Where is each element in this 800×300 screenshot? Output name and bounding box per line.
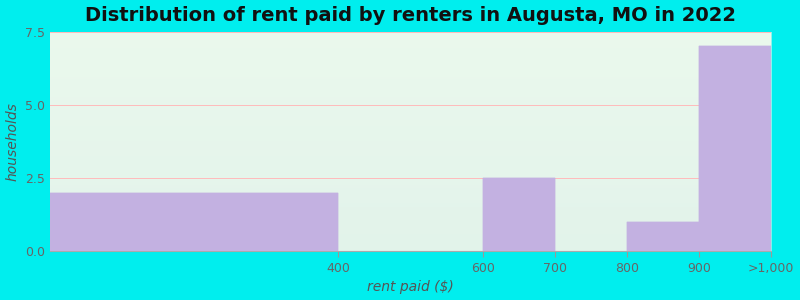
Bar xyxy=(627,222,699,251)
Bar xyxy=(699,46,771,251)
Y-axis label: households: households xyxy=(6,102,19,181)
Bar xyxy=(482,178,555,251)
Bar xyxy=(699,46,771,251)
Bar xyxy=(50,193,338,251)
Bar xyxy=(50,193,338,251)
Bar xyxy=(482,178,555,251)
X-axis label: rent paid ($): rent paid ($) xyxy=(367,280,454,294)
Bar xyxy=(627,222,699,251)
Title: Distribution of rent paid by renters in Augusta, MO in 2022: Distribution of rent paid by renters in … xyxy=(85,6,736,25)
